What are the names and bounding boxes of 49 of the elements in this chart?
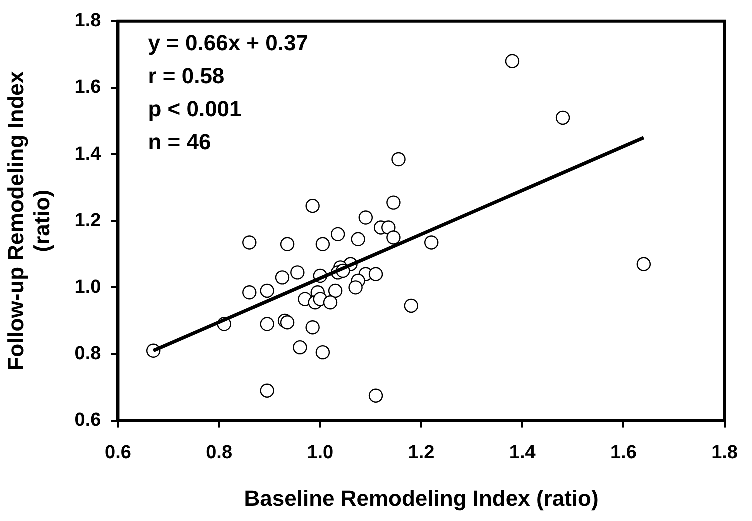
point (306, 320, 320, 335)
y-tick-label: 0.8 (74, 343, 102, 364)
x-tick-label: 1.6 (610, 442, 637, 464)
point (386, 230, 401, 245)
y-tick-label: 0.6 (74, 410, 102, 432)
x-tick-label: 1.8 (712, 442, 738, 464)
point (556, 110, 570, 126)
point (505, 54, 520, 68)
point (328, 284, 343, 298)
annotation: r = 0.58 (148, 63, 225, 88)
point (290, 266, 305, 280)
annotation: p < 0.001 (148, 96, 242, 122)
point (636, 257, 652, 272)
x-tick-label: 0.8 (206, 442, 233, 464)
x-tick-label: 1.2 (408, 442, 435, 464)
x-tick-label: 1.0 (307, 442, 334, 464)
x-tick-label: 1.4 (509, 442, 536, 464)
x-tick-label: 0.6 (105, 442, 132, 464)
point (404, 298, 418, 314)
point (351, 232, 366, 247)
point (260, 317, 274, 332)
point (368, 267, 384, 282)
point (260, 284, 274, 298)
point (293, 340, 308, 355)
point (386, 196, 401, 210)
point (316, 237, 330, 252)
x-axis-title: Baseline Remodeling Index (ratio) (244, 486, 599, 511)
y-axis-title: Follow-up Remodeling Index (ratio) (3, 70, 55, 371)
y-tick-label: 1.2 (74, 210, 102, 232)
y-tick-label: 1.8 (74, 10, 102, 32)
annotation: y = 0.66x + 0.37 (148, 30, 308, 56)
point (280, 237, 295, 252)
point (306, 199, 320, 214)
point (368, 388, 384, 403)
point (316, 345, 330, 360)
point (358, 210, 373, 225)
annotation: n = 46 (148, 129, 212, 154)
point (348, 280, 363, 295)
point (323, 296, 338, 310)
point (424, 236, 439, 250)
point (242, 286, 257, 300)
point (275, 270, 290, 285)
y-tick-label: 1.0 (74, 276, 102, 298)
point (260, 384, 274, 398)
y-tick-label: 1.6 (74, 77, 102, 98)
point (392, 152, 406, 167)
point (331, 227, 346, 242)
point (242, 236, 257, 250)
y-tick-label: 1.4 (74, 144, 102, 165)
